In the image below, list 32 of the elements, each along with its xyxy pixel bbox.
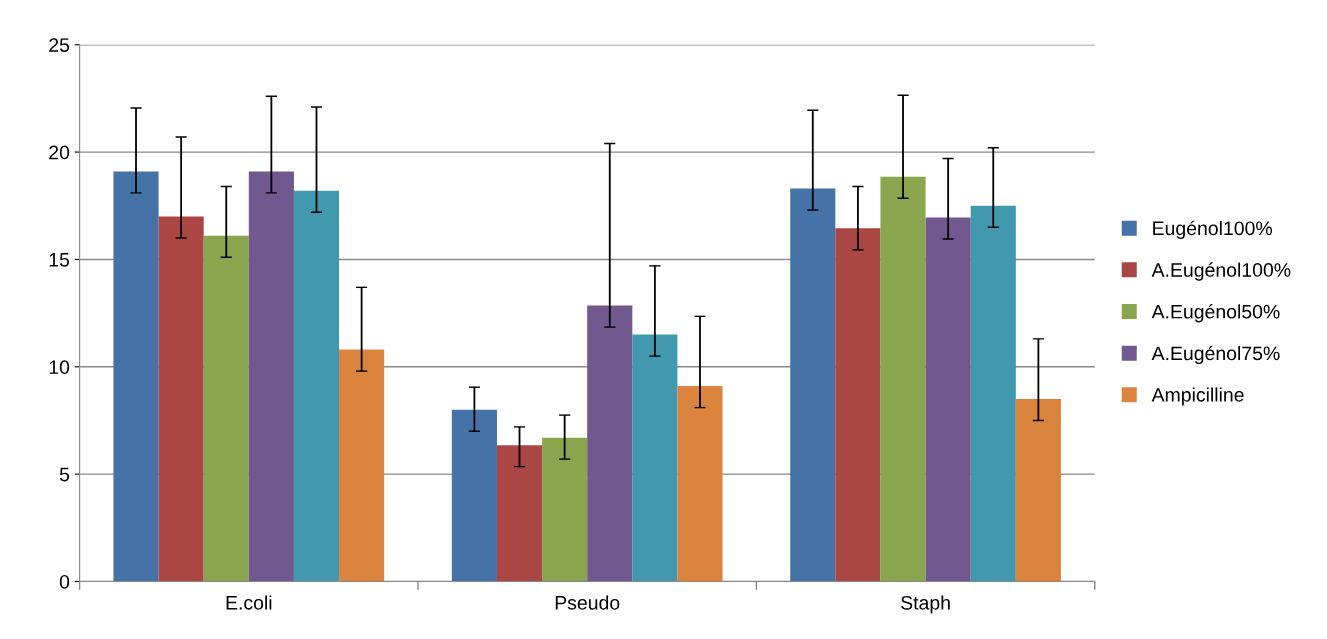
bar xyxy=(632,334,678,582)
bar xyxy=(339,349,385,582)
x-tick-label: Staph xyxy=(901,595,950,614)
y-tick-label: 10 xyxy=(49,360,70,375)
bar xyxy=(790,188,836,582)
y-tick-label: 5 xyxy=(59,467,70,482)
bar xyxy=(496,445,543,582)
bar xyxy=(1015,398,1061,582)
legend-label: Eugénol100% xyxy=(1153,220,1272,240)
legend-label: A.Eugénol100% xyxy=(1151,262,1291,281)
bar xyxy=(970,205,1016,582)
bar xyxy=(880,176,926,582)
x-tick-label: Pseudo xyxy=(555,595,620,610)
bar xyxy=(113,171,159,582)
bar xyxy=(203,235,249,582)
y-tick-label: 15 xyxy=(49,253,70,267)
bar xyxy=(925,217,971,582)
legend-label: A.Eugénol75% xyxy=(1151,345,1280,365)
legend-label: Ampicilline xyxy=(1151,387,1244,406)
y-tick-label: 25 xyxy=(49,38,70,52)
x-tick-label: E.coli xyxy=(226,595,272,610)
bar xyxy=(293,190,340,582)
bar xyxy=(451,409,497,582)
y-tick-label: 0 xyxy=(59,574,70,589)
bar xyxy=(677,386,723,582)
bar xyxy=(835,228,881,582)
bar xyxy=(248,171,294,582)
bar xyxy=(158,216,204,582)
legend-label: A.Eugénol50% xyxy=(1151,304,1280,323)
bar xyxy=(542,437,588,582)
bar xyxy=(587,305,633,582)
y-tick-label: 20 xyxy=(49,145,70,160)
